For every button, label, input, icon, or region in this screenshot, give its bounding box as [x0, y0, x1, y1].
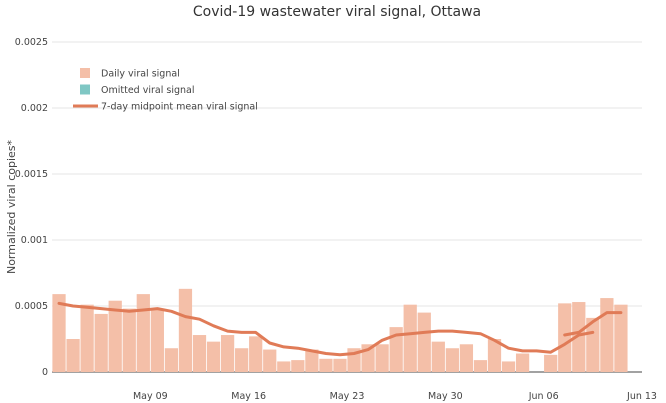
bar — [108, 300, 122, 372]
bar — [558, 303, 572, 372]
bar — [614, 304, 628, 372]
mean-line — [57, 301, 623, 357]
bar — [206, 341, 221, 372]
bar — [122, 308, 136, 372]
bar — [52, 294, 66, 372]
mean-line-path — [57, 301, 595, 357]
bar — [473, 360, 488, 372]
bar — [403, 304, 417, 372]
bar — [150, 308, 164, 372]
y-ticks: 0 0.0005 0.001 0.0015 0.002 0.0025 — [15, 37, 48, 378]
y-tick-label: 0 — [42, 367, 48, 378]
legend-item[interactable]: Daily viral signal — [80, 68, 180, 80]
bar — [389, 327, 403, 372]
bar — [80, 304, 94, 372]
legend-item[interactable]: Omitted viral signal — [80, 84, 194, 97]
x-tick-label: Jun 13 — [626, 391, 657, 402]
legend-swatch — [80, 68, 90, 78]
bar — [445, 348, 459, 372]
bar — [277, 361, 291, 372]
bar — [164, 348, 179, 372]
bar — [192, 335, 207, 372]
mean-line-path-end — [563, 311, 623, 337]
bars — [52, 288, 628, 372]
bar — [220, 335, 235, 372]
bar — [431, 341, 445, 372]
grid — [52, 41, 642, 373]
bar — [305, 349, 319, 372]
x-tick-label: May 30 — [428, 391, 463, 402]
bar — [487, 339, 502, 372]
bar — [291, 360, 305, 372]
bar — [178, 288, 193, 372]
x-tick-label: May 09 — [133, 391, 168, 402]
legend-label: Daily viral signal — [101, 69, 180, 80]
bar — [94, 313, 108, 372]
bar — [586, 317, 600, 372]
bar — [263, 349, 277, 372]
legend-swatch — [80, 84, 90, 95]
bar — [501, 361, 516, 372]
y-tick-label: 0.0025 — [15, 37, 48, 48]
bar — [66, 339, 80, 372]
x-tick-label: May 23 — [330, 391, 365, 402]
bar — [136, 294, 150, 372]
bar — [459, 344, 474, 372]
bar — [375, 344, 389, 372]
y-tick-label: 0.002 — [21, 103, 48, 114]
bar — [333, 358, 347, 372]
legend[interactable]: Daily viral signal Omitted viral signal 7-… — [73, 68, 258, 113]
legend-label: 7-day midpoint mean viral signal — [101, 102, 258, 113]
bar — [235, 348, 249, 372]
bar — [515, 353, 530, 372]
bar — [600, 298, 614, 372]
y-tick-label: 0.0005 — [15, 301, 48, 312]
x-tick-label: May 16 — [231, 391, 266, 402]
bar — [544, 354, 558, 372]
y-tick-label: 0.001 — [21, 235, 48, 246]
bar — [319, 358, 333, 372]
bar — [249, 336, 263, 372]
x-ticks: May 09 May 16 May 23 May 30 Jun 06 Jun 13 — [133, 391, 657, 402]
legend-item[interactable]: 7-day midpoint mean viral signal — [73, 102, 258, 113]
bar — [572, 302, 586, 372]
bar — [417, 312, 431, 372]
y-axis-label: Normalized viral copies* — [5, 139, 18, 274]
legend-label: Omitted viral signal — [101, 85, 194, 96]
chart-title: Covid-19 wastewater viral signal, Ottawa — [193, 4, 481, 20]
y-tick-label: 0.0015 — [15, 169, 48, 180]
x-tick-label: Jun 06 — [528, 391, 559, 402]
